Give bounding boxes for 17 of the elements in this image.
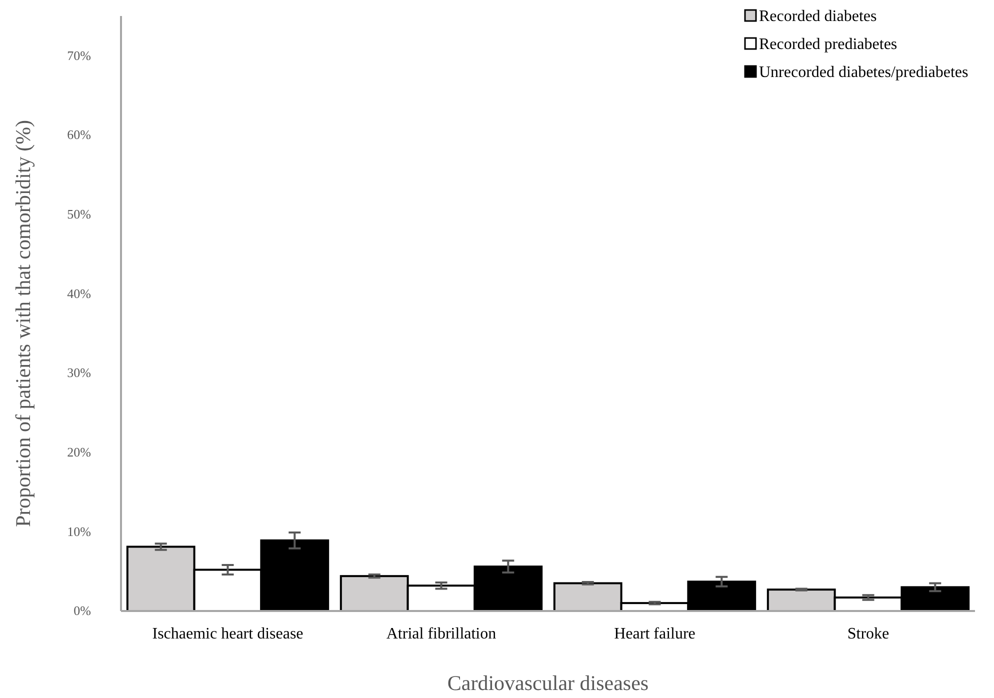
legend-label: Recorded diabetes xyxy=(759,8,877,25)
y-tick-label: 40% xyxy=(67,286,92,301)
y-tick-label: 10% xyxy=(67,524,92,539)
x-tick-label: Atrial fibrillation xyxy=(386,625,496,642)
y-tick-label: 30% xyxy=(67,365,92,380)
legend-label: Recorded prediabetes xyxy=(759,36,898,53)
y-tick-label: 20% xyxy=(67,444,92,460)
x-axis-title: Cardiovascular diseases xyxy=(447,671,649,695)
y-tick-label: 0% xyxy=(74,603,92,618)
x-tick-label: Stroke xyxy=(847,625,890,642)
legend-label: Unrecorded diabetes/prediabetes xyxy=(759,64,968,81)
y-axis-title: Proportion of patients with that comorbidity (%) xyxy=(11,120,35,528)
x-tick-label: Heart failure xyxy=(614,625,696,642)
x-tick-label: Ischaemic heart disease xyxy=(152,625,304,642)
y-tick-label: 50% xyxy=(67,206,92,222)
y-tick-label: 60% xyxy=(67,127,92,142)
y-tick-label: 70% xyxy=(67,48,92,63)
